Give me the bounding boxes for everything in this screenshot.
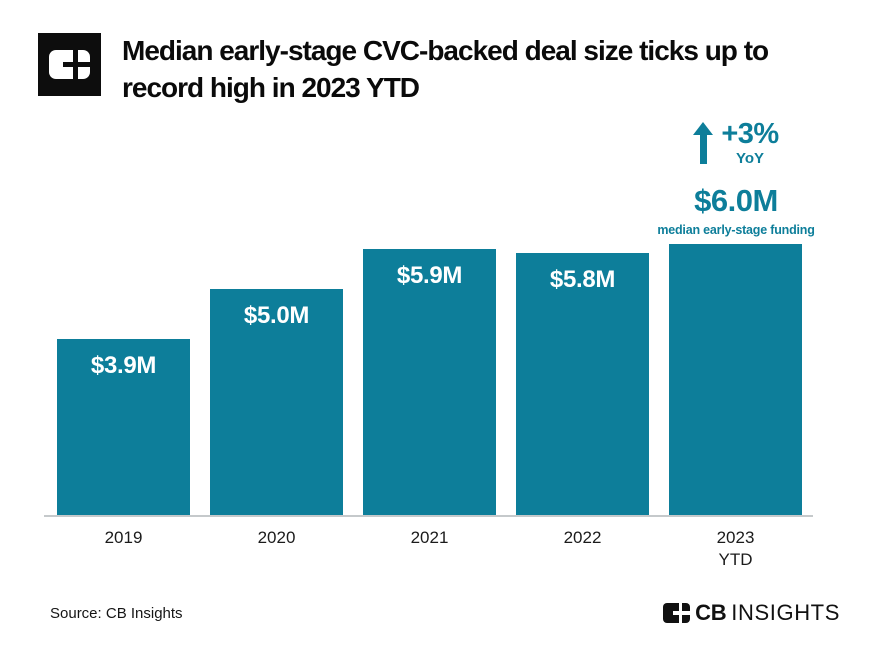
wordmark-cb: CB xyxy=(695,600,727,625)
cb-logo-mark xyxy=(49,50,90,79)
cb-insights-wordmark: CB INSIGHTS xyxy=(663,600,840,626)
x-tick-2021: 2021 xyxy=(410,528,449,547)
up-arrow-icon xyxy=(693,122,714,164)
chart-title-line2: record high in 2023 YTD xyxy=(122,72,420,103)
x-tick-2023: 2023 YTD xyxy=(716,528,755,569)
yoy-change-row: +3% YoY xyxy=(616,119,856,168)
yoy-change-period: YoY xyxy=(735,150,765,167)
x-tick-2019: 2019 xyxy=(104,528,143,547)
bar-2020: $5.0M xyxy=(210,289,343,516)
latest-value-caption: median early-stage funding xyxy=(657,223,815,237)
chart-title-line1: Median early-stage CVC-backed deal size … xyxy=(122,35,769,66)
latest-value-label: $6.0M xyxy=(694,183,778,218)
source-note: Source: CB Insights xyxy=(50,605,183,622)
x-tick-2022: 2022 xyxy=(563,528,602,547)
bar-value-label: $3.9M xyxy=(90,352,157,379)
bar-2019: $3.9M xyxy=(57,339,190,516)
bar-2021: $5.9M xyxy=(363,249,496,516)
yoy-change-value: +3% xyxy=(721,118,779,150)
bar-value-label: $5.0M xyxy=(243,302,310,329)
cb-insights-wordmark-icon xyxy=(663,603,691,623)
wordmark-insights: INSIGHTS xyxy=(731,600,840,625)
cb-insights-logo-icon xyxy=(38,33,101,96)
bar-value-label: $5.8M xyxy=(549,266,616,293)
x-tick-2020: 2020 xyxy=(257,528,296,547)
bar-2023 xyxy=(669,244,802,516)
chart-title: Median early-stage CVC-backed deal size … xyxy=(122,32,769,106)
x-axis-line xyxy=(44,515,813,517)
bar-2022: $5.8M xyxy=(516,253,649,516)
bar-value-label: $5.9M xyxy=(396,262,463,289)
yoy-annotation: +3% YoY $6.0M median early-stage funding xyxy=(616,119,856,238)
